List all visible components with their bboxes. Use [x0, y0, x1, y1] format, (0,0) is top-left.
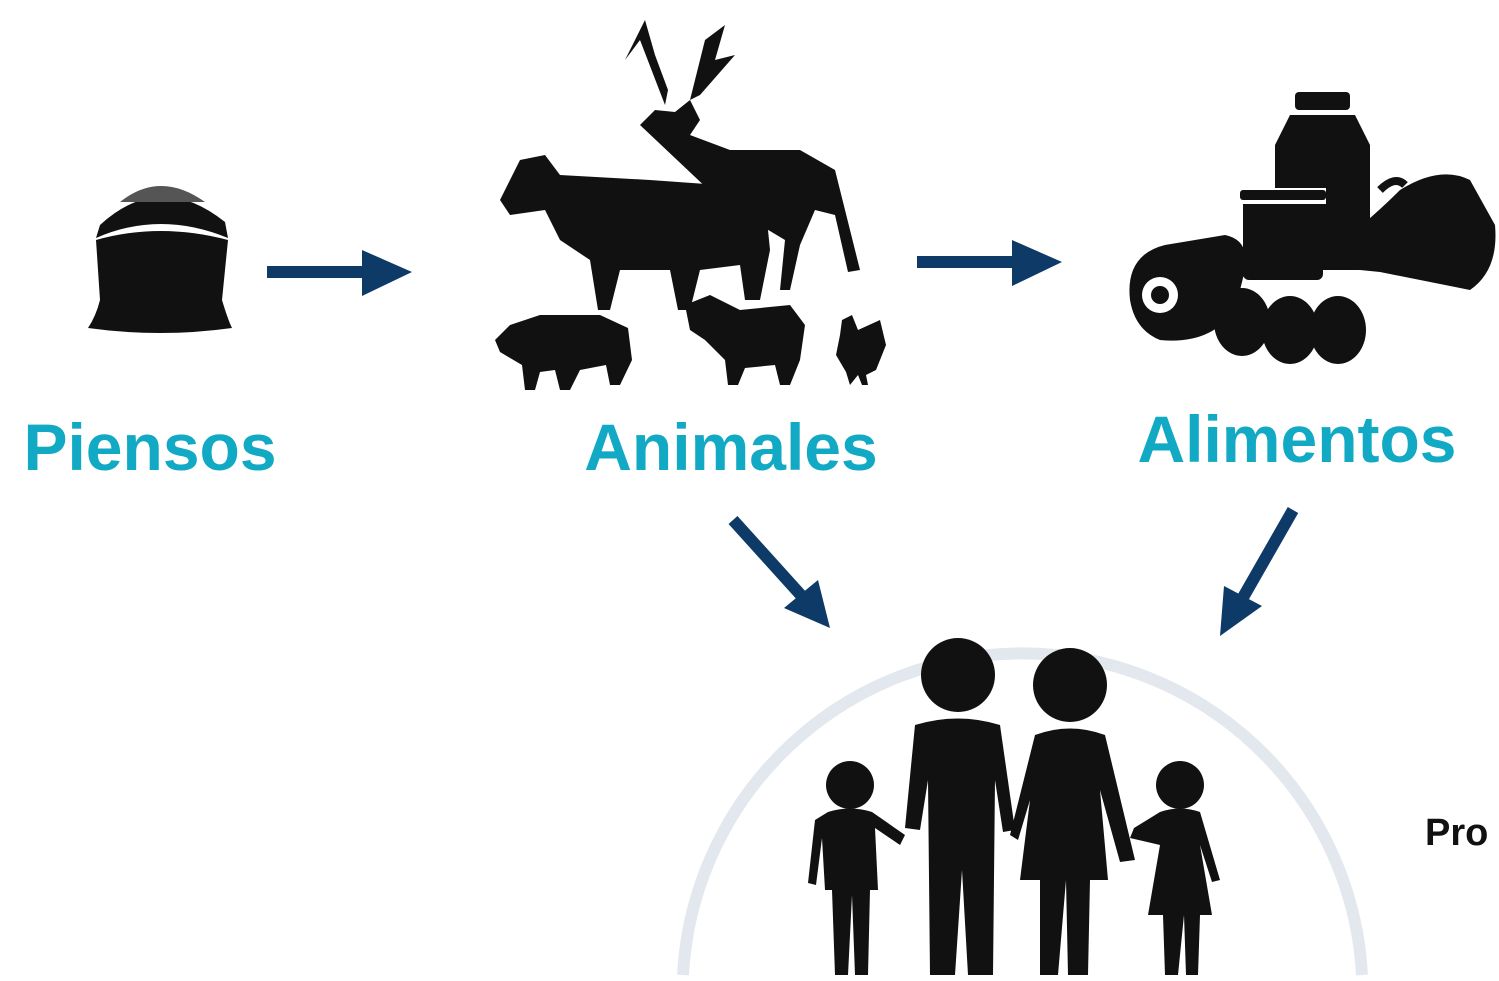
- feed-sack-icon: [88, 186, 232, 333]
- side-text: Pro: [1425, 812, 1488, 854]
- food-icon: [1129, 92, 1496, 364]
- node-label: Animales: [584, 410, 877, 484]
- arrow: [267, 250, 412, 296]
- node-label: Piensos: [23, 410, 276, 484]
- animals-icon: [495, 20, 886, 390]
- arrow: [728, 515, 830, 628]
- arrow: [917, 240, 1062, 286]
- protection-arc: [677, 647, 1368, 976]
- arrow: [1220, 507, 1299, 636]
- node-label: Alimentos: [1137, 402, 1456, 476]
- family-icon: [808, 638, 1220, 975]
